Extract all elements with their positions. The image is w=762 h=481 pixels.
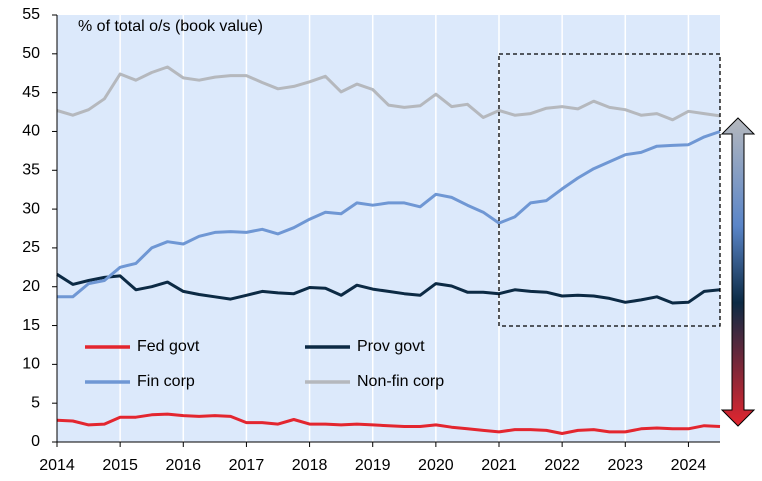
legend-label: Prov govt xyxy=(357,338,425,355)
x-tick-label: 2019 xyxy=(355,457,391,474)
legend-label: Fed govt xyxy=(137,338,200,355)
x-tick-label: 2024 xyxy=(671,457,707,474)
x-tick-label: 2016 xyxy=(165,457,201,474)
series-line xyxy=(56,412,721,435)
series-line xyxy=(56,65,721,122)
y-tick-label: 20 xyxy=(22,278,40,295)
series-line xyxy=(57,130,721,299)
legend-label: Fin corp xyxy=(137,373,195,390)
y-tick-label: 15 xyxy=(22,317,40,334)
y-tick-label: 30 xyxy=(22,200,40,217)
x-tick-label: 2022 xyxy=(544,457,580,474)
y-tick-label: 50 xyxy=(22,45,40,62)
y-tick-label: 40 xyxy=(22,123,40,140)
annotation: % of total o/s (book value) xyxy=(78,18,263,35)
y-tick-label: 0 xyxy=(31,433,40,450)
series-line xyxy=(56,273,721,305)
x-tick-label: 2020 xyxy=(418,457,454,474)
x-tick-label: 2017 xyxy=(229,457,265,474)
plot-background xyxy=(57,15,720,442)
y-tick-label: 55 xyxy=(22,6,40,23)
x-tick-label: 2018 xyxy=(292,457,328,474)
highlight-box xyxy=(498,53,721,327)
x-tick-label: 2023 xyxy=(607,457,643,474)
y-tick-label: 25 xyxy=(22,239,40,256)
y-tick-label: 10 xyxy=(22,356,40,373)
x-tick-label: 2021 xyxy=(481,457,517,474)
arrow xyxy=(720,117,756,427)
y-tick-label: 45 xyxy=(22,84,40,101)
x-tick-label: 2015 xyxy=(102,457,138,474)
y-tick-label: 35 xyxy=(22,161,40,178)
legend-label: Non-fin corp xyxy=(357,373,444,390)
y-tick-label: 5 xyxy=(31,394,40,411)
x-tick-label: 2014 xyxy=(39,457,75,474)
